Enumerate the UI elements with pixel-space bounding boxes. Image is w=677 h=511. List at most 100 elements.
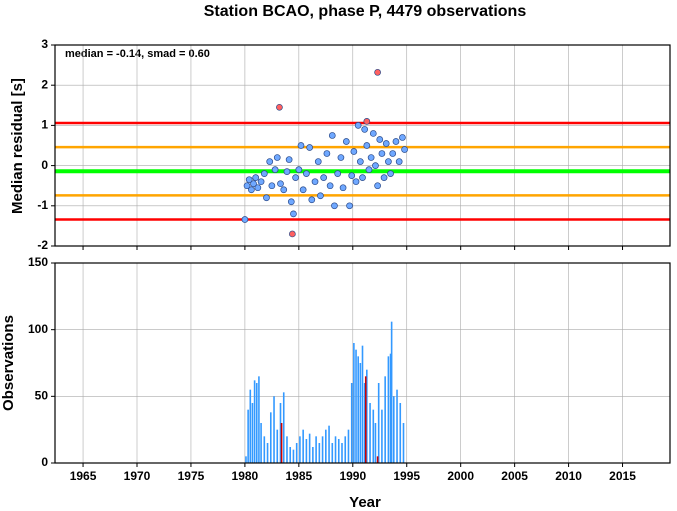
point	[359, 174, 366, 182]
point	[395, 158, 403, 165]
y-tick-label: 150	[28, 255, 48, 269]
point	[276, 103, 283, 111]
bar	[363, 383, 366, 463]
bar	[396, 389, 398, 463]
bar	[315, 436, 317, 463]
bar	[258, 376, 260, 463]
bar	[392, 396, 395, 463]
x-tick-label: 1980	[232, 469, 259, 483]
x-tick-label: 1965	[70, 469, 97, 483]
bar	[292, 449, 295, 463]
x-tick-label: 1975	[178, 469, 205, 483]
point	[277, 180, 284, 188]
point	[306, 144, 313, 151]
point	[323, 150, 331, 157]
plot-frame	[54, 44, 671, 247]
bar	[249, 389, 252, 463]
point	[389, 150, 397, 157]
bar	[387, 356, 390, 463]
bar	[331, 443, 334, 463]
point	[252, 174, 260, 182]
point	[374, 182, 381, 190]
point	[290, 210, 297, 218]
x-tick-label: 2015	[609, 469, 636, 483]
y-axis-label: Observations	[0, 315, 17, 411]
point	[346, 202, 353, 210]
bar	[350, 383, 353, 463]
bar	[381, 409, 383, 463]
y-tick-label: 50	[35, 389, 49, 403]
point	[365, 166, 373, 173]
bar	[341, 443, 343, 463]
point	[287, 198, 295, 206]
point	[331, 202, 338, 210]
point	[372, 162, 379, 169]
y-tick-label: -1	[37, 198, 48, 212]
point	[263, 194, 270, 202]
point	[303, 170, 310, 177]
bar	[251, 403, 254, 463]
bar	[305, 439, 308, 463]
bar	[273, 396, 275, 463]
point	[378, 150, 386, 157]
point	[260, 170, 268, 177]
bar	[364, 376, 367, 463]
bar	[355, 349, 357, 463]
point	[292, 174, 299, 182]
point	[328, 132, 336, 139]
y-tick-label: 0	[41, 158, 48, 172]
point	[241, 216, 249, 223]
bar	[295, 443, 298, 463]
point	[337, 154, 345, 161]
x-axis-label: Year	[349, 494, 381, 511]
point	[354, 122, 362, 129]
bar	[263, 436, 266, 463]
x-tick-label: 2005	[501, 469, 528, 483]
point	[280, 186, 288, 194]
bar	[280, 423, 283, 463]
point	[283, 168, 291, 175]
bar	[255, 383, 258, 463]
plot-frame	[54, 262, 671, 464]
bar	[266, 443, 269, 463]
bar	[269, 412, 272, 463]
point	[356, 158, 364, 165]
chart-title: Station BCAO, phase P, 4479 observations	[204, 3, 527, 20]
bar	[328, 425, 330, 463]
point	[295, 166, 303, 173]
bar	[286, 436, 288, 463]
point	[367, 154, 375, 161]
point	[250, 180, 257, 188]
point	[361, 126, 369, 133]
point	[342, 138, 350, 145]
bar	[377, 383, 380, 463]
point	[254, 184, 262, 192]
bar	[366, 369, 368, 463]
x-tick-label: 1995	[393, 469, 420, 483]
bar	[289, 447, 292, 463]
point	[350, 148, 358, 155]
bar	[325, 429, 327, 463]
point	[374, 68, 381, 76]
bar	[402, 423, 405, 463]
point	[339, 184, 347, 192]
bar	[361, 345, 364, 463]
y-tick-label: -2	[37, 238, 48, 252]
point	[314, 158, 322, 165]
bar	[276, 429, 279, 463]
point	[363, 118, 371, 125]
bar	[384, 376, 386, 463]
y-axis-label: Median residual [s]	[9, 78, 26, 214]
bar	[344, 436, 347, 463]
y-tick-label: 1	[41, 118, 48, 132]
bar	[308, 433, 311, 463]
point	[401, 146, 408, 153]
point	[273, 154, 281, 161]
point	[285, 156, 293, 163]
point	[334, 170, 342, 177]
point	[380, 174, 388, 182]
bar	[353, 343, 355, 463]
bar	[321, 436, 324, 463]
point	[376, 136, 384, 143]
